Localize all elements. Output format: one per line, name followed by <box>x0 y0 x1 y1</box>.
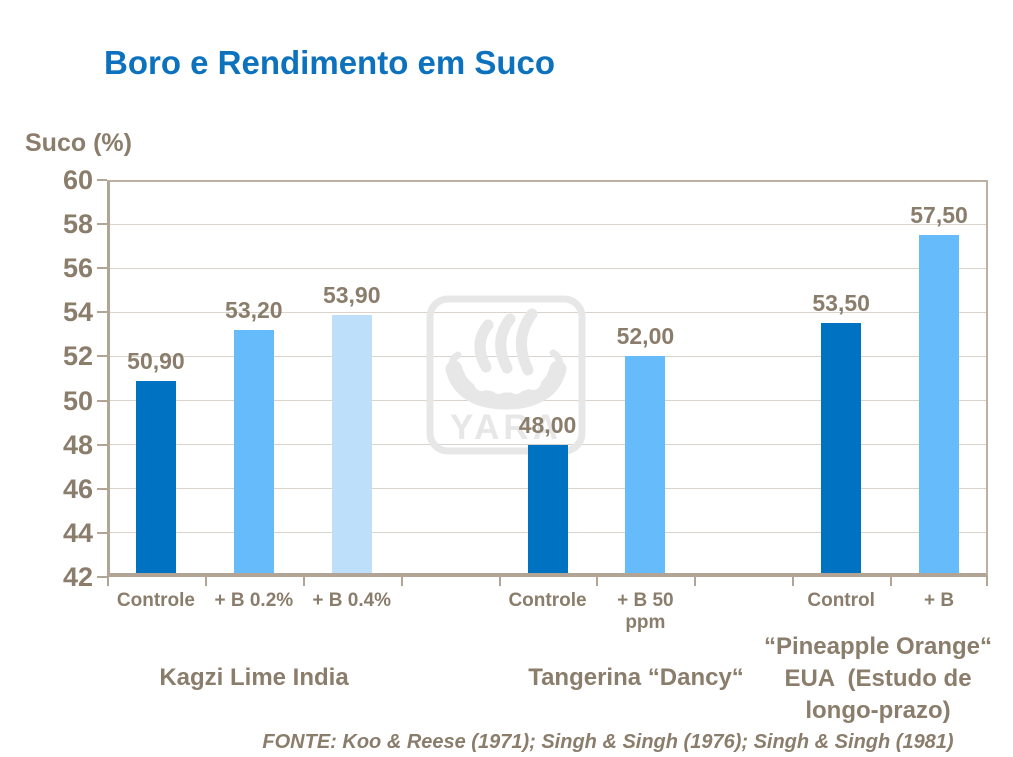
bar-controle <box>135 380 176 577</box>
y-tick-mark-58 <box>97 223 107 226</box>
x-tick-mark-1 <box>204 577 207 586</box>
x-tick-mark-4 <box>498 577 501 586</box>
yara-watermark-logo: YARA <box>426 295 586 455</box>
x-tick-mark-0 <box>107 577 109 586</box>
viking-ship-hull-icon <box>445 349 567 410</box>
bar-value-label: 53,50 <box>812 290 870 317</box>
y-tick-mark-44 <box>97 531 107 534</box>
y-tick-mark-54 <box>97 311 107 314</box>
category-label: + B 0.2% <box>214 590 294 611</box>
x-tick-mark-6 <box>694 577 697 586</box>
source-note: FONTE: Koo & Reese (1971); Singh & Singh… <box>262 731 954 753</box>
yara-watermark-text: YARA <box>450 408 562 447</box>
x-tick-mark-3 <box>400 577 403 586</box>
group-label-0: Kagzi Lime India <box>159 664 349 691</box>
x-tick-mark-2 <box>302 577 305 586</box>
bar-control <box>821 323 862 577</box>
category-label: Controle <box>508 590 587 611</box>
y-tick-mark-52 <box>97 355 107 358</box>
bar-value-label: 53,20 <box>225 296 283 323</box>
category-label: Controle <box>116 590 195 611</box>
y-tick-mark-48 <box>97 443 107 446</box>
gridline-58 <box>107 223 988 225</box>
x-tick-mark-8 <box>890 577 893 586</box>
y-tick-mark-56 <box>97 267 107 270</box>
y-tick-label-42: 42 <box>62 562 93 592</box>
y-tick-label-48: 48 <box>62 429 93 460</box>
category-label: + B 50 ppm <box>617 590 674 633</box>
gridline-50 <box>107 400 988 402</box>
x-tick-mark-9 <box>986 577 988 586</box>
shield-dots-icon <box>474 374 541 394</box>
y-tick-mark-60 <box>97 179 107 181</box>
group-label-1: Tangerina “Dancy“ <box>528 664 744 691</box>
category-label: + B 0.4% <box>312 590 392 611</box>
y-tick-label-60: 60 <box>62 165 93 195</box>
y-tick-label-44: 44 <box>62 517 93 548</box>
bar-value-label: 50,90 <box>127 347 185 374</box>
y-tick-label-54: 54 <box>62 297 93 328</box>
bar-value-label: 57,50 <box>910 202 968 229</box>
bar-controle <box>527 444 568 577</box>
y-tick-label-50: 50 <box>62 385 93 416</box>
group-label-2: “Pineapple Orange“ EUA (Estudo de longo-… <box>763 633 993 724</box>
y-tick-label-56: 56 <box>62 253 93 284</box>
viking-ship-sails-icon <box>474 308 538 376</box>
y-tick-label-52: 52 <box>62 341 93 372</box>
y-tick-label-58: 58 <box>62 209 93 240</box>
bar-+-b-0.4% <box>331 314 372 577</box>
x-tick-mark-7 <box>792 577 795 586</box>
gridline-52 <box>107 355 988 357</box>
bar-value-label: 53,90 <box>322 281 381 308</box>
gridline-56 <box>107 267 988 269</box>
bar-+-b <box>919 235 960 577</box>
bar-+-b-50-ppm <box>625 356 666 577</box>
x-tick-mark-5 <box>596 577 599 586</box>
bar-value-label: 48,00 <box>518 411 577 438</box>
y-tick-label-46: 46 <box>62 473 93 504</box>
y-tick-mark-42 <box>97 576 107 578</box>
chart-title: Boro e Rendimento em Suco <box>104 44 556 81</box>
bar-value-label: 52,00 <box>616 323 675 350</box>
gridline-54 <box>107 311 988 313</box>
y-tick-mark-46 <box>97 487 107 490</box>
category-label: Control <box>807 590 875 611</box>
watermark-frame <box>426 295 586 455</box>
y-axis-title: Suco (%) <box>25 129 132 157</box>
plot-area: 42 44 46 48 50 52 54 56 58 60 50,90 Controle 53,20 + … <box>63 165 992 724</box>
category-label: + B <box>923 590 955 611</box>
y-tick-mark-50 <box>97 399 107 402</box>
bar-+-b-0.2% <box>233 329 274 577</box>
